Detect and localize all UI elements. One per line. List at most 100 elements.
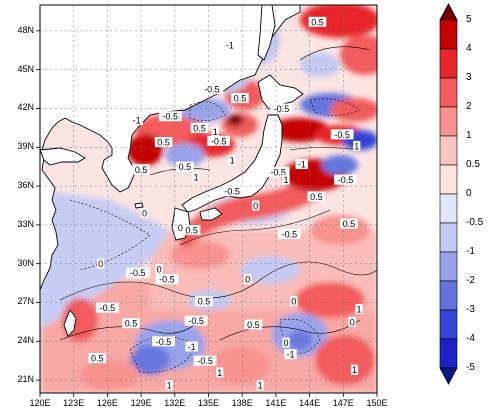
contour-label: 0 <box>98 259 103 269</box>
contour-label: 0.5 <box>135 165 148 175</box>
contour-label-bg <box>155 274 179 285</box>
contour-label-bg <box>256 380 264 391</box>
colorbar-segment <box>439 135 458 166</box>
contour-label-bg <box>211 126 219 137</box>
colorbar-tick-label: 4 <box>466 43 472 54</box>
contour-label-bg <box>193 355 217 366</box>
contour-label: 0 <box>291 297 296 307</box>
contour-label: 0 <box>178 223 183 233</box>
contour-label: -0.5 <box>211 136 227 146</box>
x-tick-label: 120E <box>29 398 51 408</box>
contour-label: 0.5 <box>310 192 323 202</box>
colorbar <box>439 3 458 385</box>
contour-label-bg <box>97 258 105 269</box>
contour-label-bg <box>350 364 359 375</box>
contour-label-bg <box>132 164 150 175</box>
contour-label: 0.5 <box>125 319 138 329</box>
contour-label: 0 <box>142 209 147 219</box>
jeju <box>134 202 144 209</box>
y-tick-label: 42N <box>17 102 34 113</box>
contour-label-bg <box>184 315 208 326</box>
contour-label-bg <box>154 137 173 148</box>
x-tick-label: 129E <box>130 398 152 408</box>
contour-label-bg <box>228 155 236 166</box>
colorbar-tick-label: 2 <box>466 101 472 112</box>
y-tick-label: 39N <box>17 141 34 152</box>
contour-label-bg <box>231 93 249 104</box>
colorbar-tick-label: 5 <box>466 14 472 25</box>
contour-labels: 0.5-1-0.50.5-0.5-0.5-10.50.5 1-0.5-0.5110… <box>88 16 363 391</box>
contour-label: 0 <box>253 201 258 211</box>
colorbar-tick-label: -3 <box>466 304 475 315</box>
colorbar-segment <box>439 280 458 311</box>
contour-label-bg <box>308 16 327 27</box>
contour-label: 0.5 <box>343 219 356 229</box>
contour-label: -0.5 <box>197 356 213 366</box>
contour-label: -1 <box>226 41 234 51</box>
contour-label-bg <box>207 135 231 146</box>
contour-label: -0.5 <box>204 85 220 95</box>
contour-label: 0 <box>284 338 289 348</box>
colorbar-segment <box>439 19 458 50</box>
x-tick-label: 147E <box>332 398 354 408</box>
x-tick-label: 132E <box>164 398 186 408</box>
contour-label-bg <box>266 166 290 177</box>
contour-label-bg <box>290 296 298 307</box>
contour-label: 1 <box>213 127 218 137</box>
shikoku <box>199 207 223 221</box>
contour-label: -0.5 <box>282 229 298 239</box>
contour-label-bg <box>307 191 326 202</box>
x-tick-label: 144E <box>299 398 321 408</box>
contour-label: 0.5 <box>193 123 206 133</box>
contour-label-bg <box>277 228 301 239</box>
colorbar-segment <box>439 77 458 108</box>
x-tick-label: 123E <box>63 398 85 408</box>
land <box>40 5 304 337</box>
contour-label: -0.5 <box>224 187 240 197</box>
contour-label-bg <box>353 140 361 151</box>
contour-label: -1 <box>188 342 196 352</box>
colorbar-min-arrow <box>439 367 458 385</box>
honshu <box>181 114 283 213</box>
contour-label: -0.5 <box>163 112 179 122</box>
contour-label: 0.5 <box>311 17 324 27</box>
contour-label-bg <box>140 208 149 219</box>
contour-label-bg <box>190 122 209 133</box>
contour-label: -0.5 <box>270 167 286 177</box>
contour-label: 1 <box>194 173 199 183</box>
contour-label: -1 <box>286 350 294 360</box>
contour-label-bg <box>282 337 290 348</box>
contour-label-bg <box>88 353 107 364</box>
contour-label-bg <box>96 302 119 313</box>
contour-label-bg <box>244 274 252 285</box>
colorbar-segment <box>439 48 458 79</box>
sakhalin <box>257 5 276 61</box>
colorbar-tick-label: 1 <box>466 130 472 141</box>
contour-label-bg <box>355 303 363 314</box>
contour-label: -0.5 <box>338 175 354 185</box>
contour-label-bg <box>200 84 224 95</box>
contour-label: 0.5 <box>179 162 192 172</box>
contour-label-bg <box>176 222 185 233</box>
contour-label: 1 <box>284 175 289 185</box>
colorbar-segment <box>439 251 458 282</box>
y-tick-label: 30N <box>17 257 34 268</box>
contour-label-bg <box>165 380 173 391</box>
colorbar-tick-label: -4 <box>466 333 475 344</box>
contour-label: -0.5 <box>159 275 175 285</box>
contour-label: -0.5 <box>334 130 350 140</box>
colorbar-segment <box>439 338 458 369</box>
y-tick-label: 27N <box>17 296 34 307</box>
contour-label-bg <box>252 200 260 211</box>
contour-label-bg <box>244 319 263 330</box>
y-tick-label: 36N <box>17 180 34 191</box>
contour-label-bg <box>182 225 201 236</box>
contour-label: -0.5 <box>188 316 204 326</box>
y-tick-label: 33N <box>17 218 34 229</box>
asia-mainland <box>40 5 301 193</box>
contour-label: 1 <box>258 381 263 391</box>
contour-label-bg <box>282 174 290 185</box>
x-tick-label: 138E <box>231 398 253 408</box>
contour-label-bg <box>195 296 213 307</box>
